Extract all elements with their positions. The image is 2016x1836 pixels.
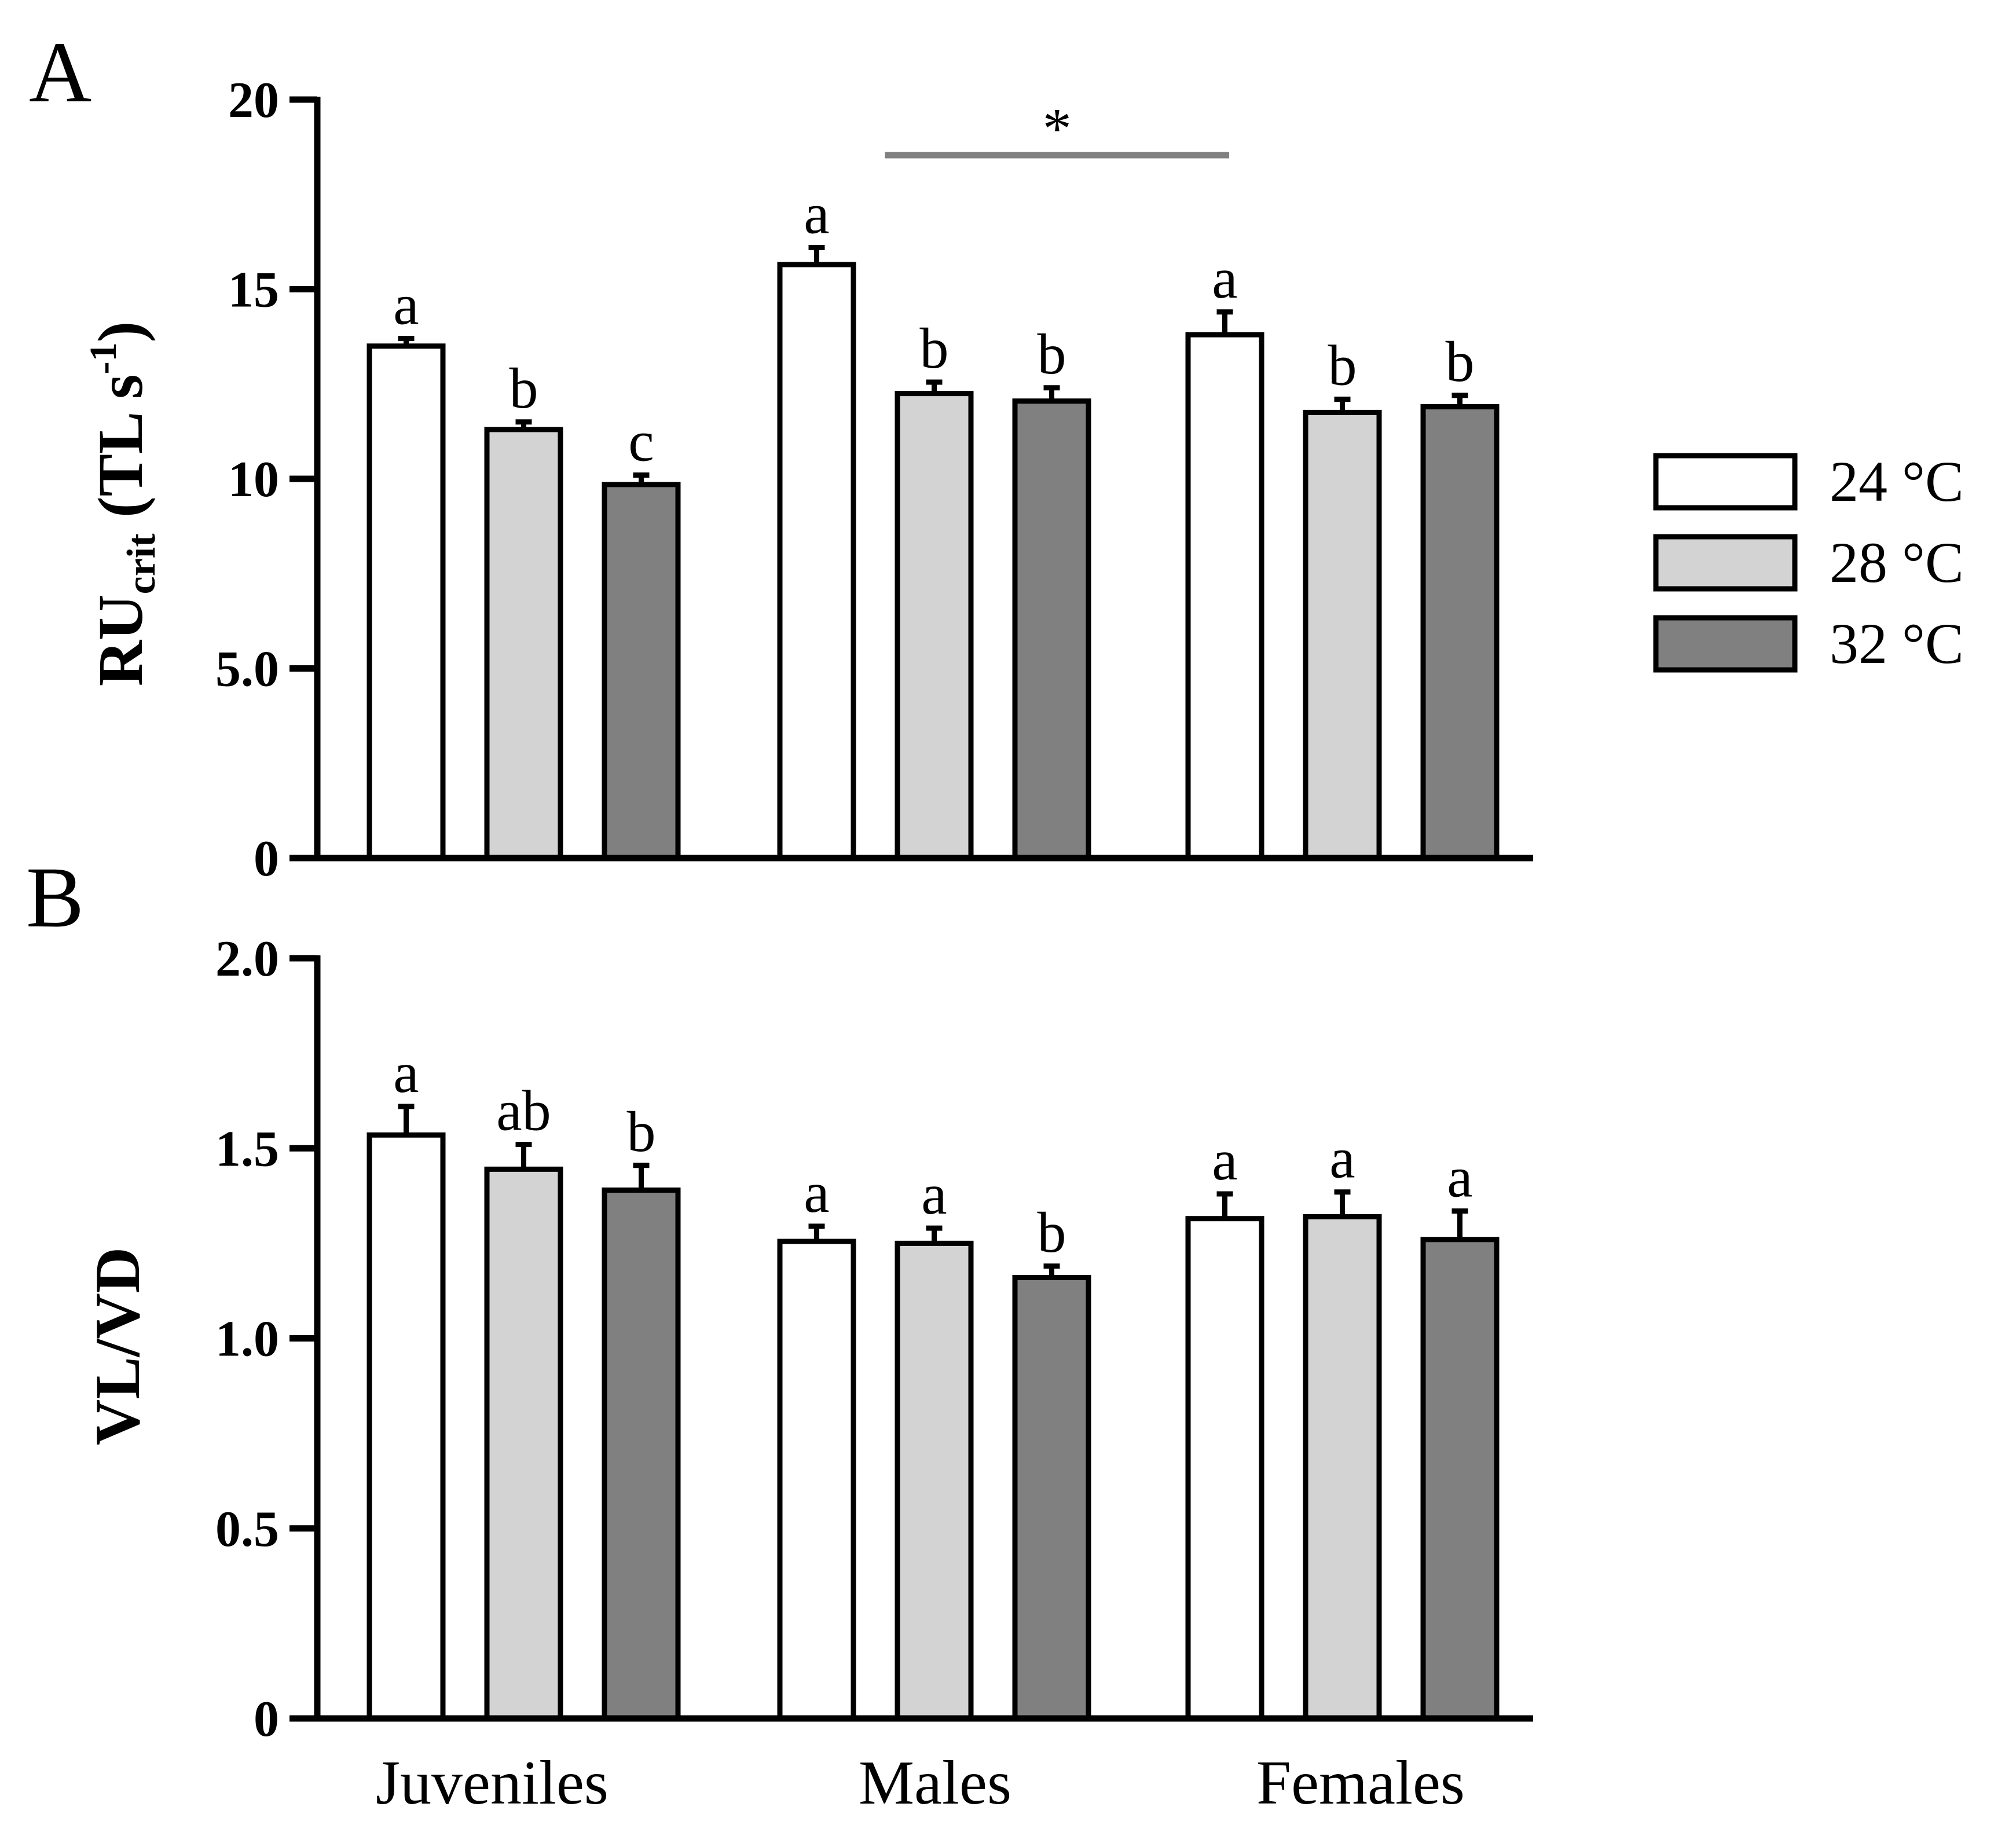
bar-females-32c <box>1420 404 1500 861</box>
bar-males-28c <box>895 391 974 861</box>
panel-a-y-axis-title: RUcrit (TL s-1) <box>82 321 164 687</box>
y-tick-label: 15 <box>228 262 279 318</box>
bar-juveniles-32c <box>602 1187 681 1721</box>
legend-swatch-24c <box>1653 453 1798 511</box>
sig-letter-females-32c: a <box>1447 1145 1472 1210</box>
sig-letter-males-32c: b <box>1038 1200 1066 1265</box>
sig-letter-juveniles-28c: b <box>510 356 538 420</box>
sig-letter-males-24c: a <box>804 1160 829 1225</box>
bar-juveniles-24c <box>366 343 446 861</box>
bar-males-28c <box>895 1240 974 1721</box>
category-label-males: Males <box>859 1749 1011 1817</box>
panel-a: A RUcrit (TL s-1) 0 5.0 10 15 20 a a a b b b c b b * <box>29 24 1533 887</box>
bar-females-28c <box>1303 409 1382 861</box>
sig-letter-males-32c: b <box>1038 322 1066 386</box>
bar-juveniles-24c <box>366 1132 446 1721</box>
sig-letter-males-28c: b <box>920 316 949 380</box>
bar-males-24c <box>777 262 856 861</box>
sig-letter-males-28c: a <box>921 1162 947 1226</box>
legend-label-24c: 24 °C <box>1830 449 1964 514</box>
legend-swatch-28c <box>1653 534 1798 592</box>
bar-males-32c <box>1012 1274 1091 1721</box>
sig-letter-juveniles-28c: ab <box>496 1079 551 1143</box>
significance-star: * <box>1043 96 1072 160</box>
bar-females-32c <box>1420 1237 1500 1721</box>
bar-juveniles-28c <box>484 427 563 861</box>
sig-letter-females-24c: a <box>1212 246 1237 310</box>
bar-females-24c <box>1185 1216 1264 1721</box>
panel-a-y-ticks: 0 5.0 10 15 20 <box>215 72 317 887</box>
bar-juveniles-28c <box>484 1166 563 1721</box>
bar-juveniles-32c <box>602 482 681 861</box>
y-tick-label: 1.5 <box>215 1121 279 1177</box>
y-tick-label: 10 <box>228 452 279 508</box>
sig-letter-juveniles-24c: a <box>393 273 419 337</box>
sig-letter-females-28c: b <box>1328 333 1357 397</box>
sig-letter-females-28c: a <box>1329 1126 1355 1190</box>
bar-females-28c <box>1303 1214 1382 1721</box>
category-label-females: Females <box>1256 1749 1465 1817</box>
panel-a-bars: a a a b b b c b b <box>366 181 1500 861</box>
panel-a-significance: * <box>885 96 1230 160</box>
legend: 24 °C 28 °C 32 °C <box>1653 449 1964 676</box>
sig-letter-females-24c: a <box>1212 1128 1237 1192</box>
sig-letter-juveniles-32c: c <box>628 409 654 473</box>
legend-label-28c: 28 °C <box>1830 530 1964 595</box>
category-labels: Juveniles Males Females <box>376 1749 1465 1817</box>
y-tick-label: 1.0 <box>215 1311 279 1368</box>
y-tick-label: 2.0 <box>215 931 279 987</box>
y-tick-label: 5.0 <box>215 642 279 698</box>
panel-b-y-ticks: 0 0.5 1.0 1.5 2.0 <box>215 931 317 1747</box>
legend-label-32c: 32 °C <box>1830 611 1964 676</box>
bar-females-24c <box>1185 332 1264 861</box>
sig-letter-females-32c: b <box>1446 329 1475 394</box>
y-tick-label: 0 <box>254 831 279 887</box>
panel-b-label: B <box>26 849 84 946</box>
legend-swatch-32c <box>1653 615 1798 673</box>
bar-males-24c <box>777 1238 856 1721</box>
category-label-juveniles: Juveniles <box>376 1749 609 1817</box>
panel-a-label: A <box>29 24 91 120</box>
bar-males-32c <box>1012 398 1091 861</box>
sig-letter-juveniles-24c: a <box>393 1040 419 1105</box>
y-tick-label: 0 <box>254 1691 279 1747</box>
sig-letter-juveniles-32c: b <box>627 1100 656 1164</box>
y-tick-label: 20 <box>228 72 279 129</box>
sig-letter-males-24c: a <box>804 181 829 245</box>
panel-b-y-axis-title: VL/VD <box>82 1247 153 1445</box>
y-tick-label: 0.5 <box>215 1501 279 1558</box>
